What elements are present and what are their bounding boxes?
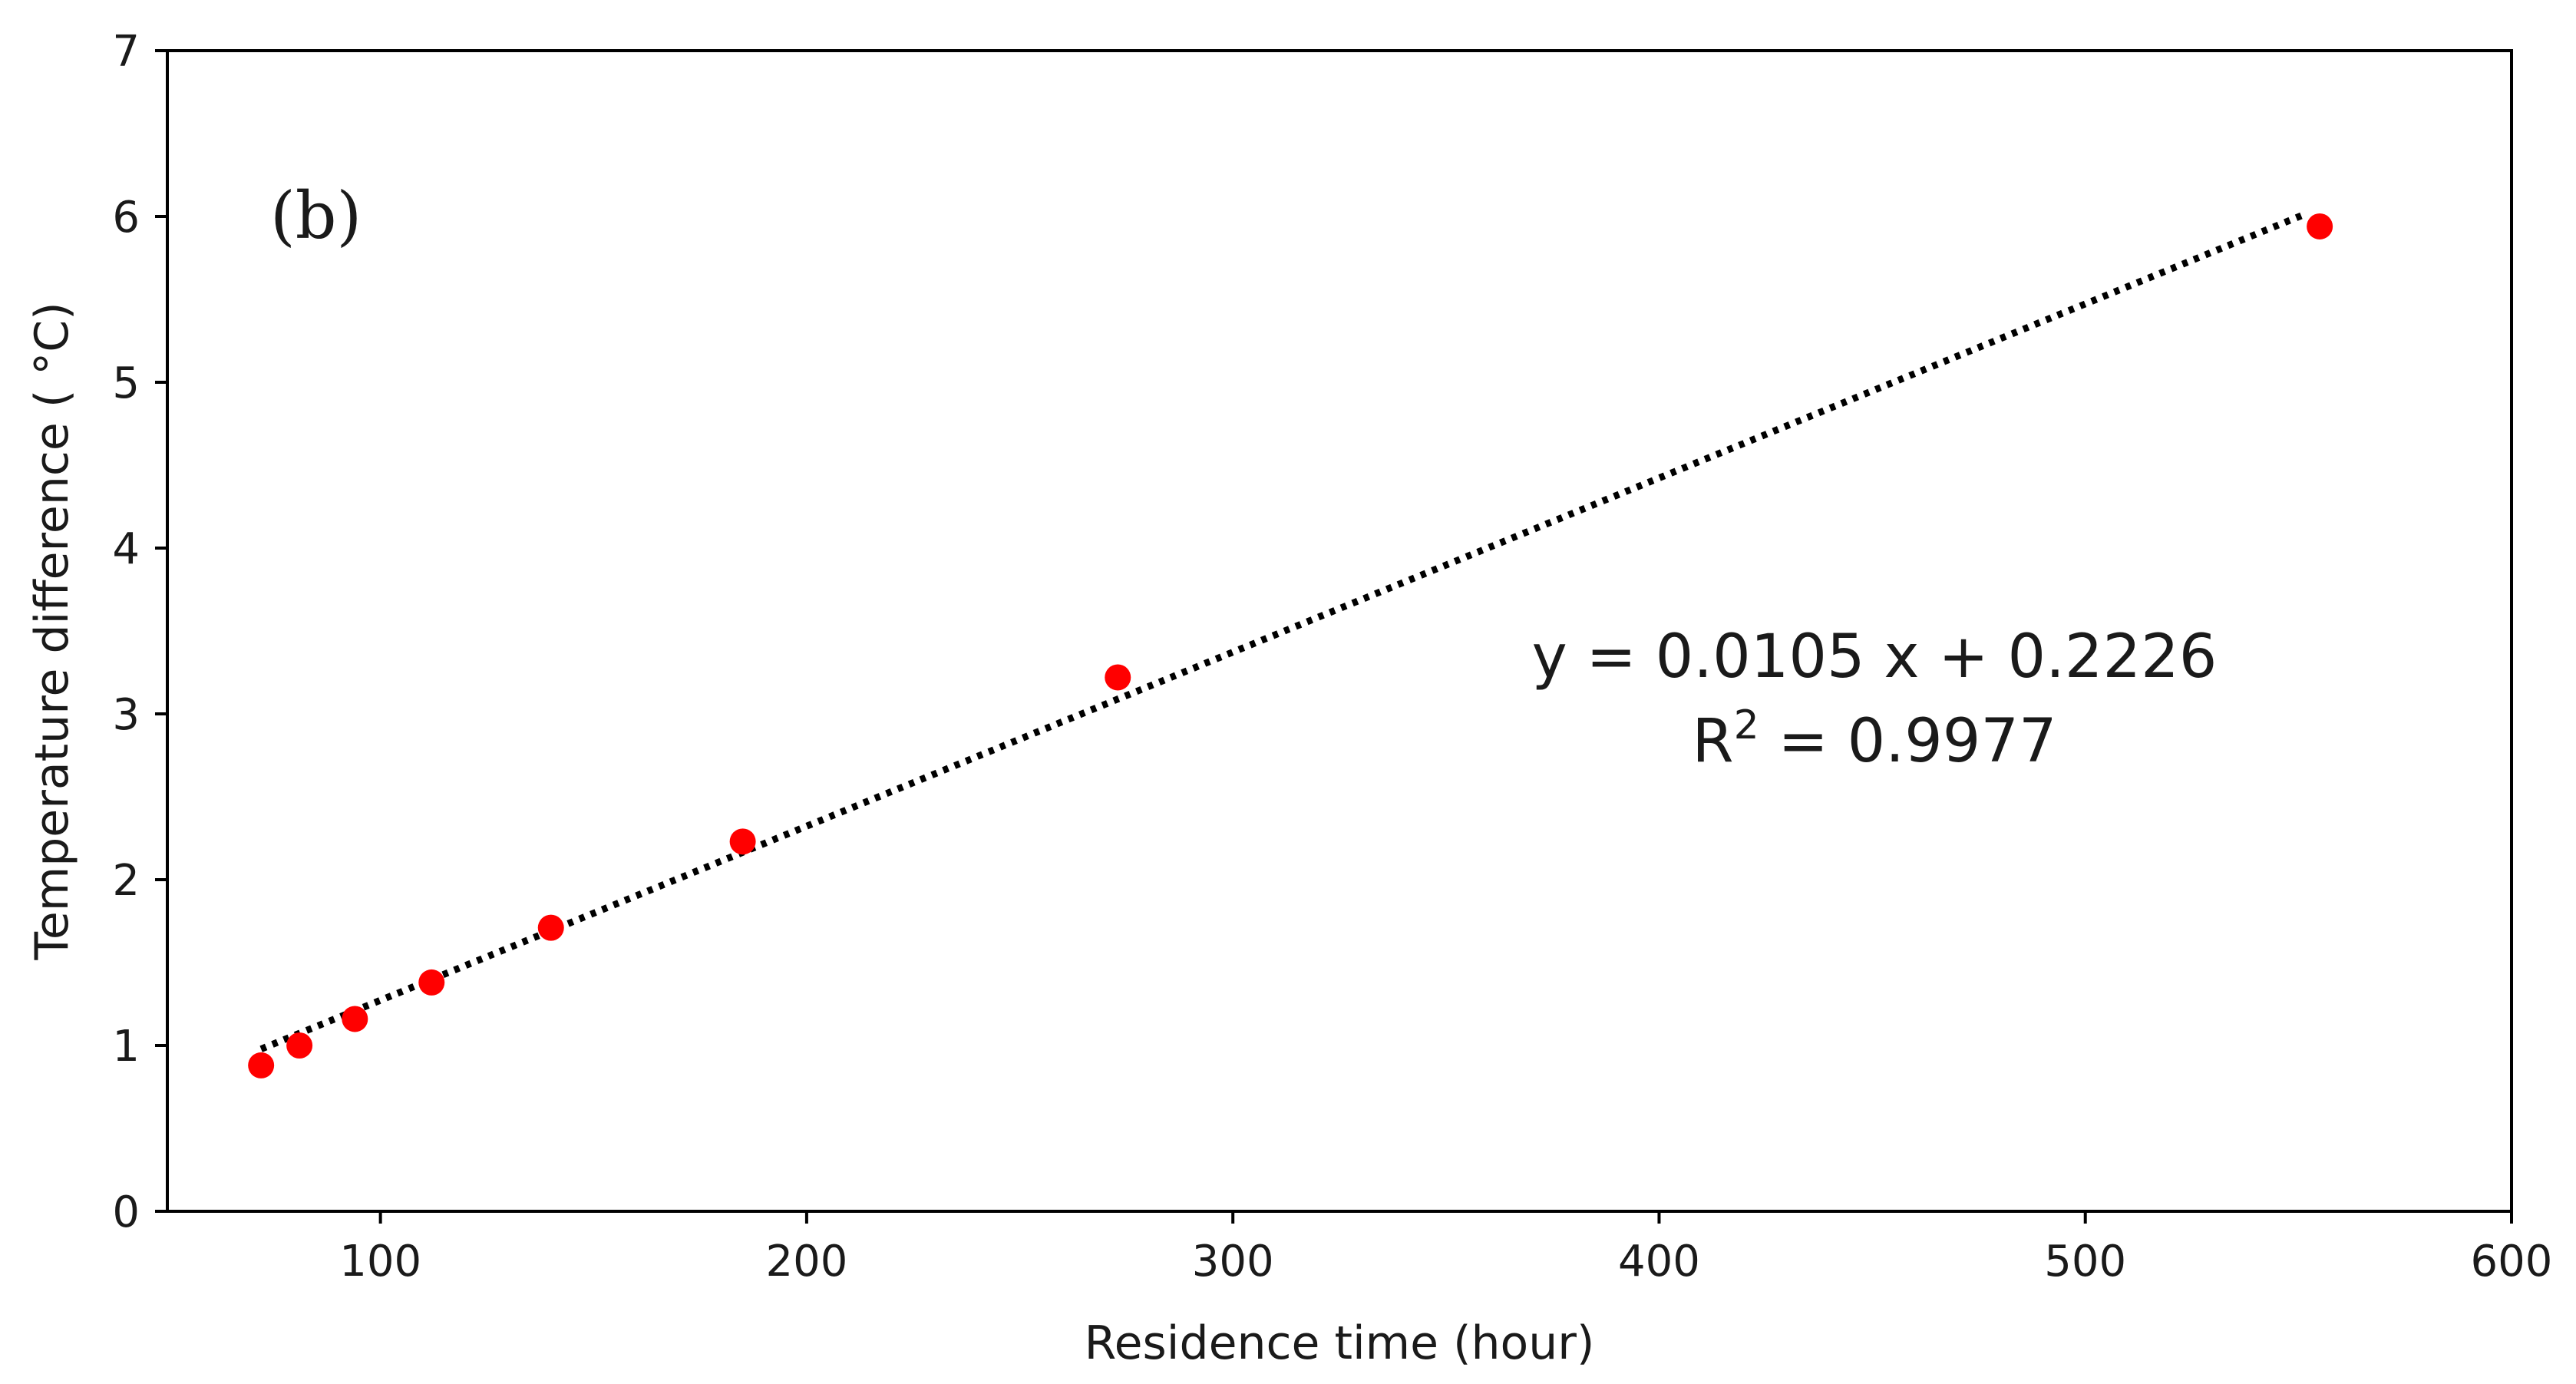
x-axis-label: Residence time (hour) — [1085, 1316, 1595, 1370]
y-tick-label: 2 — [112, 856, 140, 906]
r-squared-prefix: R — [1692, 707, 1733, 776]
data-point — [248, 1052, 275, 1078]
x-tick-label: 500 — [2044, 1237, 2126, 1287]
y-tick-label: 4 — [112, 524, 140, 574]
data-points — [248, 213, 2333, 1078]
panel-label: (b) — [270, 178, 362, 253]
x-tick-label: 100 — [339, 1237, 421, 1287]
x-axis-ticks: 100 200 300 400 500 600 — [339, 1211, 2552, 1287]
y-tick-label: 0 — [112, 1187, 140, 1237]
fit-equation: y = 0.0105 x + 0.2226 — [1532, 623, 2218, 692]
y-tick-label: 3 — [112, 690, 140, 740]
y-axis-ticks: 0 1 2 3 4 5 6 7 — [112, 27, 167, 1237]
data-point — [729, 828, 756, 855]
r-squared-value: = 0.9977 — [1759, 707, 2057, 776]
y-tick-label: 6 — [112, 193, 140, 243]
data-point — [2307, 213, 2333, 239]
x-tick-label: 400 — [1618, 1237, 1700, 1287]
data-point — [342, 1006, 368, 1032]
x-tick-label: 300 — [1192, 1237, 1274, 1287]
data-point — [418, 969, 445, 996]
data-point — [1105, 664, 1131, 691]
y-tick-label: 7 — [112, 27, 140, 77]
plot-frame — [166, 49, 2513, 1213]
data-point — [537, 914, 564, 941]
r-squared-label: R2 = 0.9977 — [1692, 702, 2056, 776]
y-axis-label: Temperature difference ( °C) — [25, 302, 79, 960]
y-tick-label: 1 — [112, 1022, 140, 1072]
y-tick-label: 5 — [112, 358, 140, 408]
r-squared-exponent: 2 — [1734, 702, 1759, 748]
x-tick-label: 600 — [2471, 1237, 2553, 1287]
x-tick-label: 200 — [765, 1237, 847, 1287]
data-point — [286, 1032, 313, 1059]
